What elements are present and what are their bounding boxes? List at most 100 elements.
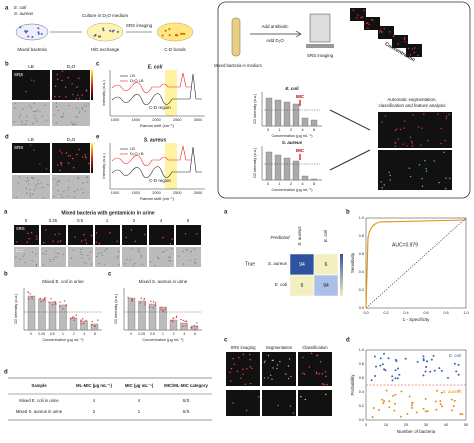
point-decor: [440, 391, 443, 394]
label: Mixed bacteria with gentamicin in urine: [61, 210, 155, 216]
cell-dot: [164, 308, 167, 310]
cell-dot: [144, 304, 146, 306]
label: 0.2: [359, 404, 364, 408]
cell-dot: [31, 193, 34, 195]
cell-dot: [272, 359, 274, 362]
micrograph: [12, 175, 50, 199]
micrograph: [262, 352, 296, 386]
cell-dot: [26, 116, 28, 118]
point-decor: [440, 405, 443, 408]
point-decor: [392, 394, 395, 397]
cell-dot: [324, 371, 327, 373]
cell-dot: [25, 187, 27, 189]
label: Concentration (µg mL⁻¹): [271, 134, 313, 138]
point-decor: [450, 409, 453, 412]
label: 50: [464, 423, 468, 427]
cell-dot: [184, 320, 186, 322]
cell-dot: [303, 373, 306, 375]
cell-dot: [39, 111, 41, 113]
microscope: [309, 13, 331, 43]
cell-dot: [105, 248, 108, 250]
cell-dot: [71, 83, 73, 85]
label: 3000: [194, 191, 202, 195]
label: 2: [290, 128, 292, 132]
cell-dot: [445, 177, 447, 179]
label: 4: [83, 332, 85, 336]
label: 0: [30, 332, 32, 336]
matrix-cell: [313, 274, 339, 297]
line: [365, 217, 467, 309]
cell-dot: [84, 156, 87, 158]
cell-dot: [97, 319, 99, 321]
point-decor: [391, 375, 394, 378]
cell-dot: [82, 182, 84, 184]
label: 94: [299, 262, 305, 268]
cell-dot: [15, 102, 17, 104]
cell-dot: [31, 79, 33, 81]
label: 2000: [152, 191, 160, 195]
label: 0: [267, 128, 269, 132]
label: 0.25: [49, 218, 58, 223]
point-decor: [411, 406, 414, 409]
cell-dot: [421, 185, 424, 187]
label: Add D₂O: [266, 38, 284, 43]
point-decor: [393, 402, 396, 405]
cell-dot: [411, 48, 414, 50]
cell-dot: [32, 122, 34, 125]
cell-dot: [445, 115, 448, 118]
point-decor: [434, 400, 437, 403]
micrograph: [52, 102, 90, 126]
colorbar: [91, 143, 93, 173]
cell-dot: [244, 383, 247, 385]
cell-dot: [445, 187, 447, 190]
cell-dot: [137, 249, 139, 252]
label: 2000: [152, 118, 160, 122]
point-decor: [387, 357, 390, 360]
curve: [111, 72, 192, 94]
cell-dot: [31, 296, 33, 298]
label: 0.8: [359, 362, 364, 366]
bar-decor: [283, 157, 291, 181]
cell-dot: [411, 140, 413, 143]
cell-dot: [58, 95, 61, 98]
point-decor: [453, 362, 456, 365]
point-decor: [433, 369, 436, 372]
cell-dot: [76, 107, 78, 109]
label: 0.4: [403, 311, 408, 315]
cell-dot: [236, 370, 239, 373]
cell-dot: [35, 253, 37, 255]
cell-dot: [29, 193, 31, 195]
label: 10: [384, 423, 388, 427]
cell-dot: [117, 250, 120, 252]
cell-dot: [27, 35, 30, 38]
cell-dot: [404, 37, 406, 39]
cell-dot: [131, 300, 133, 302]
cell-dot: [45, 250, 47, 252]
cell-dot: [21, 120, 23, 122]
label: 4: [183, 332, 185, 336]
culture: [156, 22, 194, 42]
label: H/D exchange: [91, 47, 120, 52]
bar-decor: [27, 295, 36, 331]
cell-dot: [81, 108, 83, 110]
cell-dot: [384, 115, 387, 117]
cell-dot: [171, 238, 173, 240]
cell-dot: [196, 322, 198, 324]
cell-dot: [61, 196, 63, 198]
cell-dot: [50, 298, 52, 300]
cell-dot: [372, 19, 374, 22]
cell-dot: [195, 262, 197, 264]
label: 0: [365, 423, 367, 427]
panel-label: d: [4, 370, 8, 376]
label: 0.5: [50, 332, 55, 336]
cd-region: [165, 70, 177, 116]
micrograph: [14, 225, 39, 245]
cell-dot: [80, 323, 82, 325]
cell-dot: [154, 302, 157, 304]
cell-dot: [116, 30, 119, 33]
cell-dot: [67, 189, 69, 191]
cell-dot: [381, 187, 383, 189]
cell-dot: [65, 96, 67, 98]
point-decor: [452, 405, 455, 408]
cell-dot: [76, 153, 78, 156]
